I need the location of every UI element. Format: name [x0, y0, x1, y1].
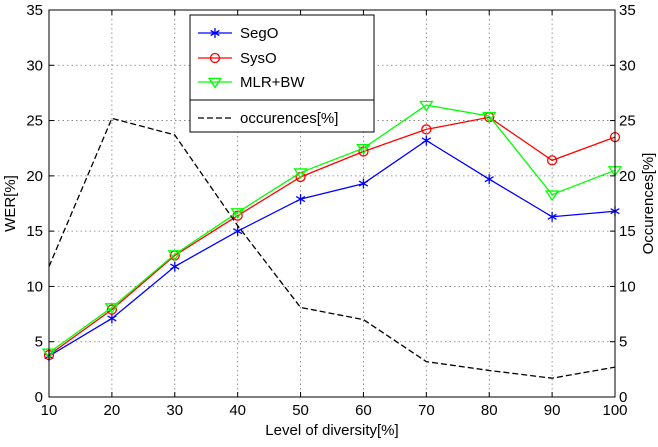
- data-point: [358, 178, 369, 189]
- data-point: [358, 146, 369, 157]
- series-line: [48, 116, 616, 356]
- legend-entry: occurences[%]: [198, 110, 338, 127]
- data-point: [230, 208, 245, 219]
- data-point: [295, 194, 306, 205]
- series-mlr-bw: [41, 100, 623, 360]
- x-tick-label: 40: [229, 402, 246, 419]
- x-tick-label: 80: [481, 402, 498, 419]
- x-tick-label: 10: [41, 402, 58, 419]
- data-point: [544, 190, 560, 202]
- y-tick-label-right: 35: [619, 2, 636, 19]
- data-point: [167, 250, 182, 261]
- y-tick-label-left: 25: [26, 113, 43, 130]
- legend-label: SysO: [240, 50, 277, 67]
- y-tick-label-left: 20: [26, 168, 43, 185]
- series-sego: [44, 135, 620, 362]
- series-syso: [43, 112, 621, 361]
- plot-frame: [48, 9, 616, 398]
- data-point: [546, 155, 558, 166]
- x-tick-label: 60: [355, 402, 372, 419]
- data-point: [421, 124, 432, 135]
- y-tick-label-left: 30: [26, 57, 43, 74]
- y-tick-label-right: 5: [619, 334, 627, 351]
- x-tick-label: 90: [544, 402, 561, 419]
- y-tick-label-left: 35: [26, 2, 43, 19]
- legend-label: MLR+BW: [240, 74, 305, 91]
- x-tick-label: 70: [418, 402, 435, 419]
- data-point: [232, 226, 243, 237]
- series-line: [48, 104, 616, 354]
- y-tick-label-right: 0: [619, 389, 627, 406]
- data-point: [482, 111, 497, 123]
- data-point: [107, 313, 117, 324]
- y-tick-label-right: 30: [619, 57, 636, 74]
- legend-label: SegO: [240, 25, 278, 42]
- series-layer: [41, 100, 623, 379]
- y-axis-label-left: WER[%]: [2, 175, 19, 232]
- data-point: [293, 168, 308, 180]
- y-tick-label-left: 15: [26, 223, 43, 240]
- legend-entry: SysO: [198, 50, 277, 67]
- y-tick-label-left: 0: [35, 389, 43, 406]
- legend-entry: SegO: [198, 25, 278, 42]
- legend-swatch-marker: [210, 28, 220, 38]
- data-point: [106, 304, 118, 315]
- legend: SegO SysO MLR+BW occurences[%]: [189, 14, 375, 133]
- y-tick-label-right: 10: [619, 278, 636, 295]
- legend-entry: MLR+BW: [198, 74, 305, 91]
- legend-box: [189, 14, 375, 133]
- series-line: [48, 139, 616, 357]
- data-point: [170, 261, 180, 272]
- x-tick-label: 50: [292, 402, 309, 419]
- data-point: [104, 303, 120, 315]
- y-tick-label-right: 25: [619, 113, 636, 130]
- legend-swatch-marker: [209, 52, 221, 64]
- x-tick-label: 100: [602, 402, 627, 419]
- series-line: [48, 117, 616, 379]
- legend-swatch-marker: [207, 77, 223, 89]
- y-axis-label-right: Occurences[%]: [640, 153, 657, 255]
- y-tick-label-right: 15: [619, 223, 636, 240]
- data-point: [484, 174, 494, 185]
- x-axis-label: Level of diversity[%]: [265, 422, 398, 439]
- data-point: [547, 211, 557, 222]
- y-tick-label-left: 10: [26, 278, 43, 295]
- legend-label: occurences[%]: [240, 110, 338, 127]
- series-occurences-: [48, 117, 616, 379]
- data-point: [419, 100, 434, 112]
- data-point: [356, 143, 371, 155]
- data-point: [421, 135, 432, 146]
- y-tick-label-left: 5: [35, 334, 43, 351]
- y-tick-label-right: 20: [619, 168, 636, 185]
- x-tick-label: 30: [166, 402, 183, 419]
- x-tick-label: 20: [104, 402, 121, 419]
